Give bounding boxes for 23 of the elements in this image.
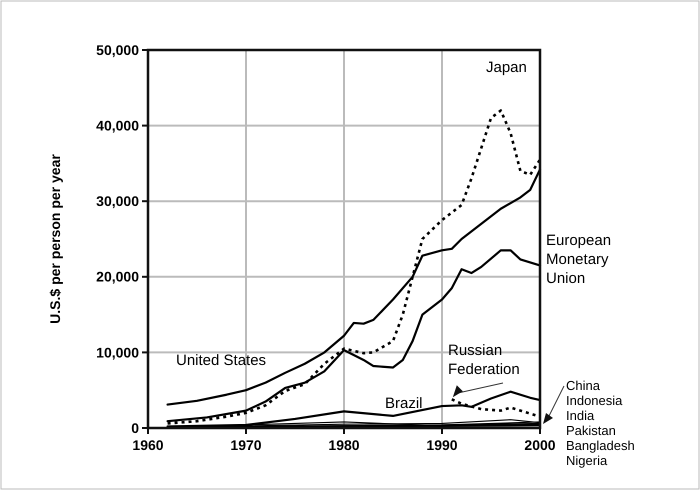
text: Nigeria	[566, 453, 608, 468]
y-tick-label: 40,000	[96, 118, 140, 134]
series-label: United States	[176, 352, 266, 369]
y-tick-label: 0	[131, 420, 140, 436]
y-tick-label: 10,000	[96, 344, 140, 360]
text: Bangladesh	[566, 438, 635, 453]
x-tick-label: 1970	[230, 437, 262, 453]
y-axis-title: U.S.$ per person per year	[47, 154, 63, 324]
x-tick-label: 2000	[524, 437, 556, 453]
y-tick-label: 50,000	[96, 42, 140, 58]
text: Indonesia	[566, 393, 624, 408]
y-tick-label: 30,000	[96, 193, 140, 210]
text: Japan	[486, 59, 527, 76]
x-tick-label: 1980	[328, 437, 360, 453]
text: China	[566, 378, 601, 393]
series-label: Brazil	[385, 395, 423, 412]
y-tick-label: 20,000	[96, 268, 140, 285]
series-label: European Monetary Union	[546, 232, 612, 287]
x-tick-label: 1990	[426, 437, 458, 453]
x-tick-label: 1960	[132, 437, 164, 453]
text: Pakistan	[566, 423, 616, 438]
series-label: Russian Federation	[448, 342, 520, 378]
text: India	[566, 408, 595, 423]
